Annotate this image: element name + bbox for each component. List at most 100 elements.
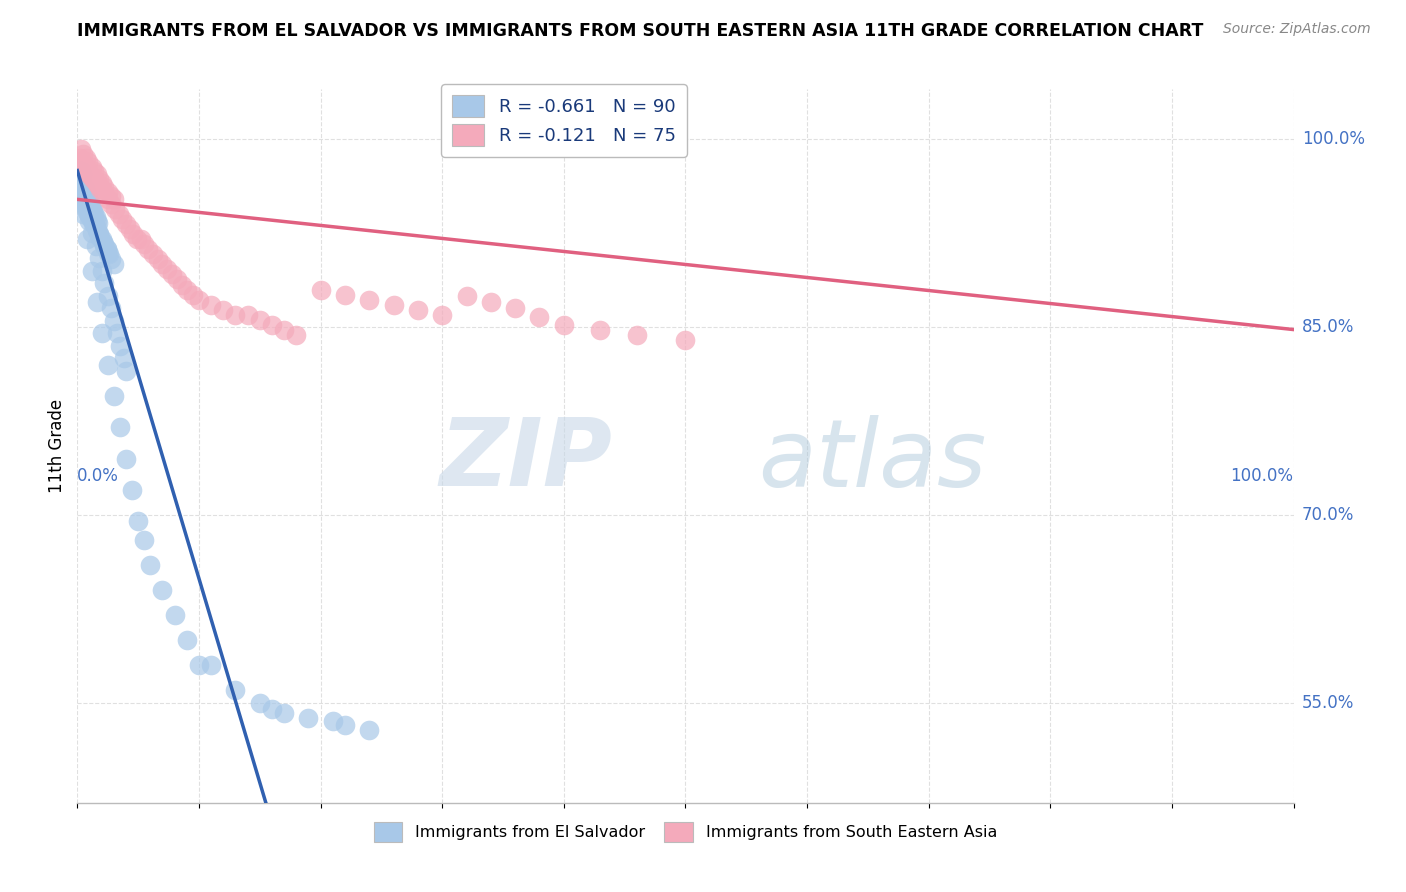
Point <box>188 293 211 307</box>
Point <box>72 178 94 193</box>
Point <box>93 187 115 202</box>
Point <box>79 167 101 181</box>
Point <box>553 318 575 332</box>
Point <box>97 289 120 303</box>
Point <box>87 216 110 230</box>
Point <box>170 277 193 292</box>
Point <box>297 711 319 725</box>
Text: IMMIGRANTS FROM EL SALVADOR VS IMMIGRANTS FROM SOUTH EASTERN ASIA 11TH GRADE COR: IMMIGRANTS FROM EL SALVADOR VS IMMIGRANT… <box>77 22 1204 40</box>
Point <box>90 326 112 341</box>
Point <box>118 222 141 236</box>
Point <box>83 163 105 178</box>
Point <box>142 247 165 261</box>
Point <box>69 169 91 184</box>
Point <box>76 188 98 202</box>
Legend: Immigrants from El Salvador, Immigrants from South Eastern Asia: Immigrants from El Salvador, Immigrants … <box>367 816 1004 848</box>
Point <box>86 295 108 310</box>
Point <box>80 169 103 184</box>
Point <box>382 297 405 311</box>
Point <box>156 262 179 277</box>
Point <box>236 308 259 322</box>
Point <box>83 218 105 232</box>
Point <box>103 389 125 403</box>
Point <box>107 326 129 341</box>
Point <box>82 203 104 218</box>
Text: 0.0%: 0.0% <box>77 467 120 485</box>
Point <box>103 257 125 271</box>
Point <box>127 514 149 528</box>
Point <box>115 451 138 466</box>
Text: 100.0%: 100.0% <box>1302 130 1365 148</box>
Point <box>406 302 429 317</box>
Point <box>86 176 108 190</box>
Point <box>73 182 96 196</box>
Point <box>89 172 111 186</box>
Point <box>76 232 98 246</box>
Point <box>75 197 97 211</box>
Point <box>430 308 453 322</box>
Point <box>322 714 344 729</box>
Point <box>103 193 125 207</box>
Point <box>89 227 111 242</box>
Point <box>79 207 101 221</box>
Point <box>86 167 108 181</box>
Point <box>97 358 120 372</box>
Point <box>73 197 96 211</box>
Point <box>70 176 93 190</box>
Point <box>166 272 188 286</box>
Point <box>90 232 112 246</box>
Point <box>260 318 283 332</box>
Point <box>82 216 104 230</box>
Point <box>90 176 112 190</box>
Point <box>212 302 235 317</box>
Point <box>80 201 103 215</box>
Point <box>112 351 135 366</box>
Point <box>89 182 111 196</box>
Point <box>224 683 246 698</box>
Text: 55.0%: 55.0% <box>1302 694 1354 712</box>
Point <box>84 219 107 234</box>
Point <box>80 212 103 227</box>
Point <box>77 202 100 217</box>
Point <box>163 607 186 622</box>
Point <box>675 333 697 347</box>
Point <box>70 154 93 169</box>
Point <box>77 191 100 205</box>
Point <box>86 213 108 227</box>
Point <box>309 283 332 297</box>
Point <box>134 533 156 547</box>
Text: Source: ZipAtlas.com: Source: ZipAtlas.com <box>1223 22 1371 37</box>
Point <box>80 226 103 240</box>
Point <box>152 582 174 597</box>
Point <box>115 218 138 232</box>
Point <box>89 227 111 242</box>
Text: ZIP: ZIP <box>440 414 613 507</box>
Point <box>108 339 131 353</box>
Point <box>122 227 145 242</box>
Point <box>70 142 93 156</box>
Point <box>75 185 97 199</box>
Point <box>115 364 138 378</box>
Point <box>70 157 93 171</box>
Point <box>72 157 94 171</box>
Point <box>479 295 502 310</box>
Point <box>160 268 183 282</box>
Point <box>136 243 159 257</box>
Text: 70.0%: 70.0% <box>1302 506 1354 524</box>
Point <box>90 264 112 278</box>
Point <box>200 297 222 311</box>
Point <box>86 222 108 236</box>
Y-axis label: 11th Grade: 11th Grade <box>48 399 66 493</box>
Point <box>200 658 222 673</box>
Point <box>80 264 103 278</box>
Point <box>76 201 98 215</box>
Point <box>70 187 93 202</box>
Point <box>100 252 122 267</box>
Point <box>104 202 127 217</box>
Point <box>93 238 115 252</box>
Point <box>86 178 108 192</box>
Point <box>75 201 97 215</box>
Point <box>93 237 115 252</box>
Point <box>146 252 169 267</box>
Point <box>89 231 111 245</box>
